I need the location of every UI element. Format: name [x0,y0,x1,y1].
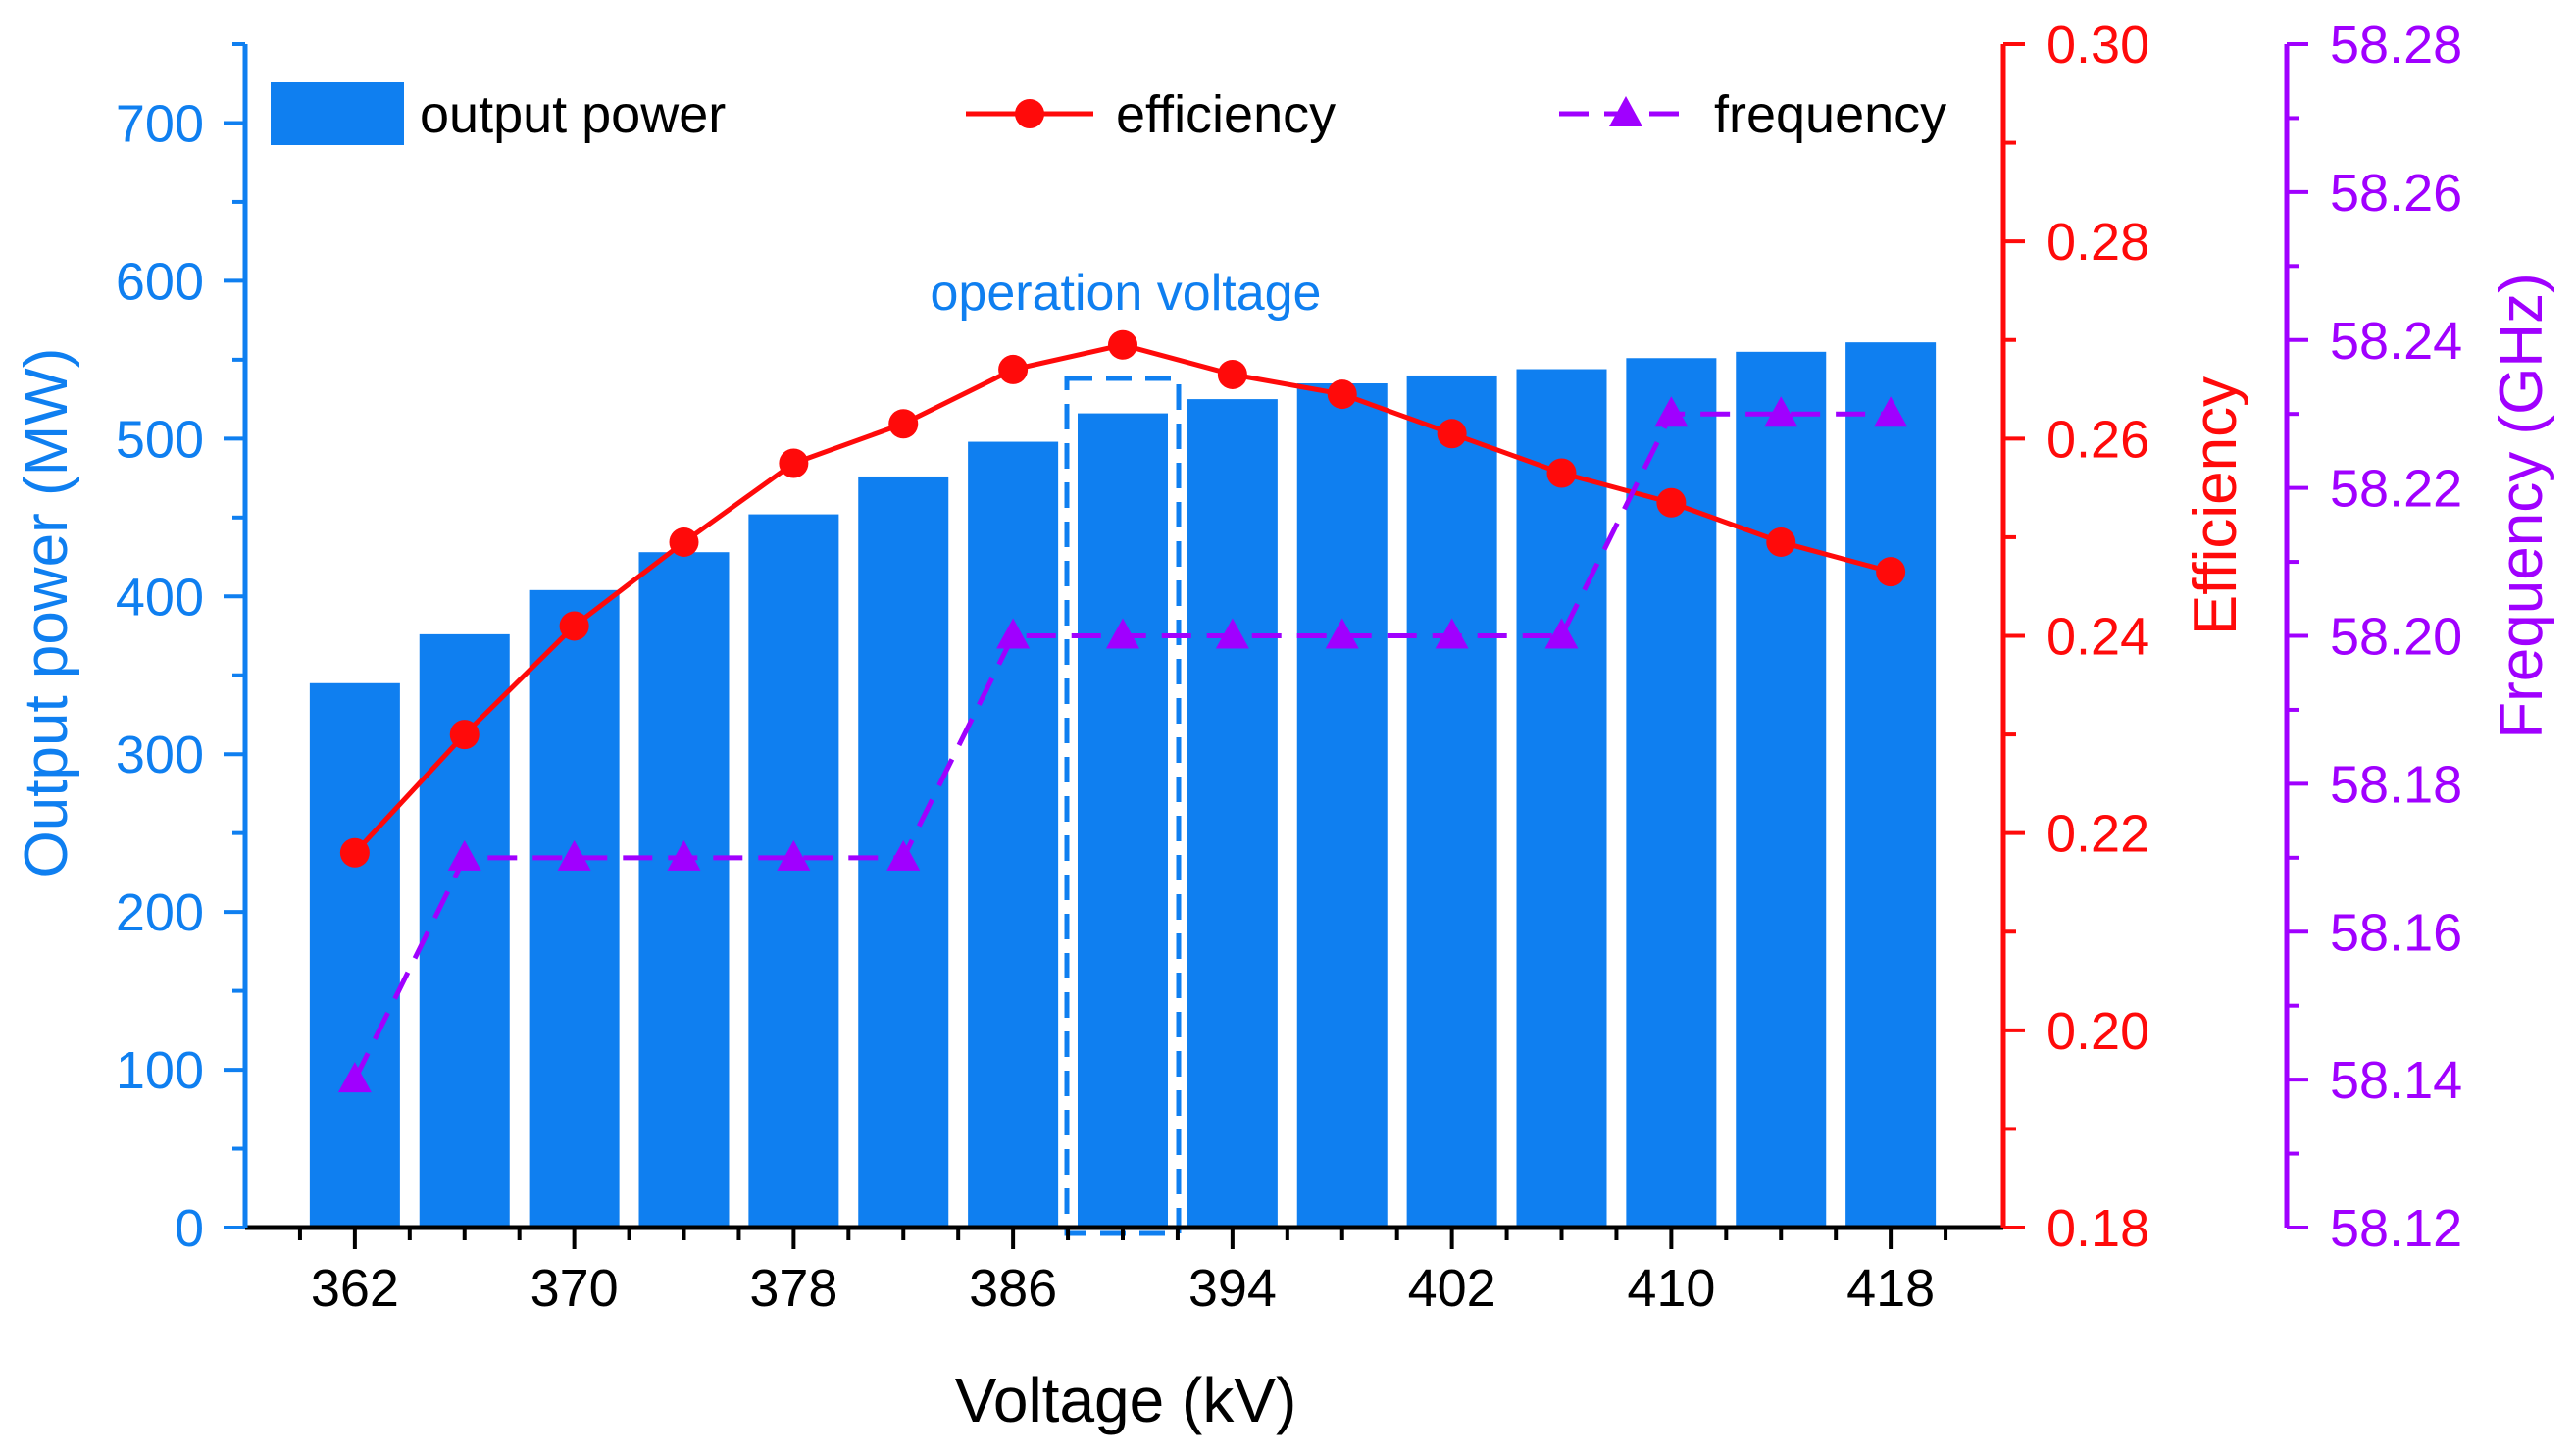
x-tick-label: 418 [1846,1259,1935,1318]
frequency-point [1106,618,1139,649]
bar [1516,369,1607,1228]
right-axis-title: Efficiency [2182,376,2249,635]
frequency-point [1764,396,1798,427]
frequency-point [886,839,921,871]
efficiency-point [998,354,1029,384]
bar [638,552,730,1228]
bar [529,589,620,1228]
bar-group [309,342,1937,1229]
efficiency-point [1546,458,1577,488]
right-tick-label: 0.20 [2046,1002,2149,1061]
frequency-point [557,839,591,871]
legend-label-output-power: output power [420,85,726,144]
efficiency-point [339,837,370,868]
efficiency-point [449,720,480,750]
far-right-tick-label: 58.28 [2330,16,2462,75]
left-tick-label: 500 [116,410,204,469]
bar [1845,342,1937,1228]
far-right-tick-label: 58.18 [2330,755,2462,814]
efficiency-point [669,527,699,557]
left-tick-label: 600 [116,252,204,311]
efficiency-point [1108,329,1137,360]
right-tick-label: 0.18 [2046,1199,2149,1258]
far-right-tick-label: 58.14 [2330,1051,2462,1110]
far-right-axis-title: Frequency (GHz) [2488,273,2555,738]
far-right-tick-label: 58.12 [2330,1199,2462,1258]
x-tick-label: 410 [1627,1259,1715,1318]
legend-marker-efficiency [1015,99,1044,128]
efficiency-point [559,611,589,641]
frequency-point [1435,618,1469,649]
far-right-tick-label: 58.24 [2330,312,2462,371]
right-tick-label: 0.26 [2046,410,2149,469]
x-tick-label: 378 [749,1259,837,1318]
left-tick-label: 300 [116,726,204,784]
frequency-series [337,396,1908,1093]
x-tick-label: 370 [530,1259,619,1318]
efficiency-point [1217,359,1247,389]
frequency-point [337,1062,372,1093]
far-right-tick-label: 58.22 [2330,460,2462,519]
frequency-point [667,839,701,871]
efficiency-point [779,448,809,478]
x-axis-title: Voltage (kV) [955,1365,1297,1435]
bar [309,682,400,1228]
x-tick-label: 394 [1188,1259,1277,1318]
legend-swatch-output-power [271,82,404,145]
right-tick-label: 0.30 [2046,16,2149,75]
frequency-point [1325,618,1359,649]
x-tick-label: 402 [1408,1259,1496,1318]
axes: 362 370 378 386 394 402 410 418 0 100 200 300 400 500… [116,16,2462,1318]
legend-marker-frequency [1609,96,1642,126]
bar [1296,383,1388,1228]
right-tick-label: 0.24 [2046,608,2149,667]
efficiency-point [1437,419,1467,449]
frequency-point [1215,618,1249,649]
left-axis-title: Output power (MW) [13,348,80,878]
bar [968,441,1059,1228]
efficiency-point [1327,379,1357,410]
frequency-point [1544,618,1579,649]
left-tick-label: 0 [175,1199,204,1258]
bar [748,514,839,1228]
bar [1406,375,1497,1229]
far-right-tick-label: 58.26 [2330,164,2462,223]
efficiency-point [888,409,919,439]
bar [1736,351,1827,1228]
efficiency-point [1656,487,1687,518]
efficiency-point [1766,527,1796,557]
far-right-tick-label: 58.16 [2330,903,2462,962]
legend-label-frequency: frequency [1714,85,1946,144]
bar [1078,413,1168,1229]
frequency-point [777,839,811,871]
frequency-point [1874,396,1908,427]
left-tick-label: 100 [116,1041,204,1100]
legend-label-efficiency: efficiency [1116,85,1336,144]
left-tick-label: 700 [116,94,204,153]
frequency-point [447,839,481,871]
frequency-point [1654,396,1689,427]
legend: output power efficiency frequency [271,82,1946,145]
left-tick-label: 400 [116,568,204,627]
efficiency-point [1876,557,1906,587]
far-right-tick-label: 58.20 [2330,608,2462,667]
operation-voltage-annotation: operation voltage [931,265,1322,322]
x-tick-label: 362 [311,1259,399,1318]
frequency-point [996,618,1031,649]
x-tick-label: 386 [969,1259,1057,1318]
bar [1187,399,1278,1229]
left-tick-label: 200 [116,883,204,942]
efficiency-series [339,329,1906,868]
right-tick-label: 0.22 [2046,805,2149,864]
right-tick-label: 0.28 [2046,213,2149,272]
